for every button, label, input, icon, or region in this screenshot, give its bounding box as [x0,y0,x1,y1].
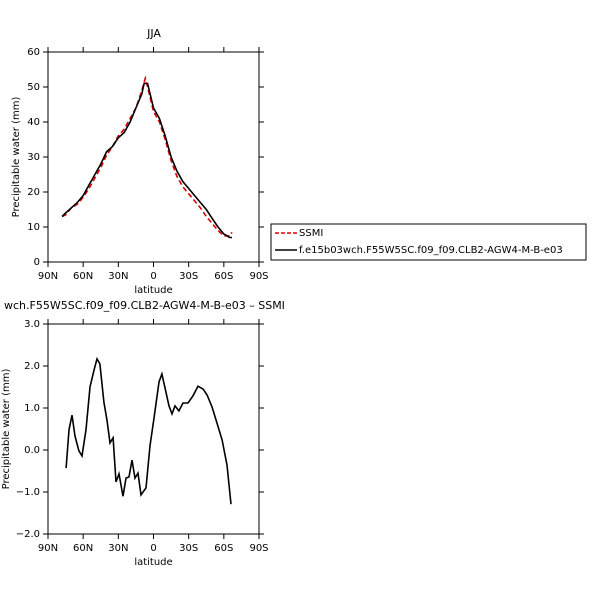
x-tick-label: 30S [179,543,198,554]
y-tick-label: 20 [27,187,40,198]
legend-box [270,223,587,261]
x-tick-label: 90S [249,543,268,554]
y-tick-label: 2.0 [24,361,40,372]
x-tick-label: 60S [214,271,233,282]
y-axis-label: Precipitable water (mm) [11,97,22,218]
chart-title: JJA [146,27,161,40]
y-tick-label: −2.0 [16,529,40,540]
x-axis-label: latitude [134,285,172,296]
y-tick-label: 40 [27,117,40,128]
x-tick-label: 60S [214,543,233,554]
y-tick-label: 10 [27,222,40,233]
x-tick-label: 30S [179,271,198,282]
x-tick-label: 30N [108,543,128,554]
x-tick-label: 60N [73,271,93,282]
x-tick-label: 0 [150,271,156,282]
y-axis-label: Precipitable water (mm) [1,369,12,490]
chart-title: wch.F55W5SC.f09_f09.CLB2-AGW4-M-B-e03 – … [4,299,285,312]
x-axis-label: latitude [134,557,172,568]
x-tick-label: 90N [38,543,58,554]
data-line [61,82,232,239]
plot-frame [47,323,260,535]
plot-frame [47,51,260,263]
x-tick-label: 30N [108,271,128,282]
y-tick-label: 3.0 [24,319,40,330]
y-tick-label: 1.0 [24,403,40,414]
data-line [61,75,233,237]
y-tick-label: 0 [34,257,40,268]
y-tick-label: 30 [27,152,40,163]
x-tick-label: 90N [38,271,58,282]
y-tick-label: 60 [27,47,40,58]
y-tick-label: 0.0 [24,445,40,456]
y-tick-label: −1.0 [16,487,40,498]
x-tick-label: 0 [150,543,156,554]
x-tick-label: 60N [73,543,93,554]
legend-label: f.e15b03wch.F55W5SC.f09_f09.CLB2-AGW4-M-… [299,245,563,256]
legend-label: SSMI [299,228,323,239]
y-tick-label: 50 [27,82,40,93]
x-tick-label: 90S [249,271,268,282]
data-line [65,356,232,505]
